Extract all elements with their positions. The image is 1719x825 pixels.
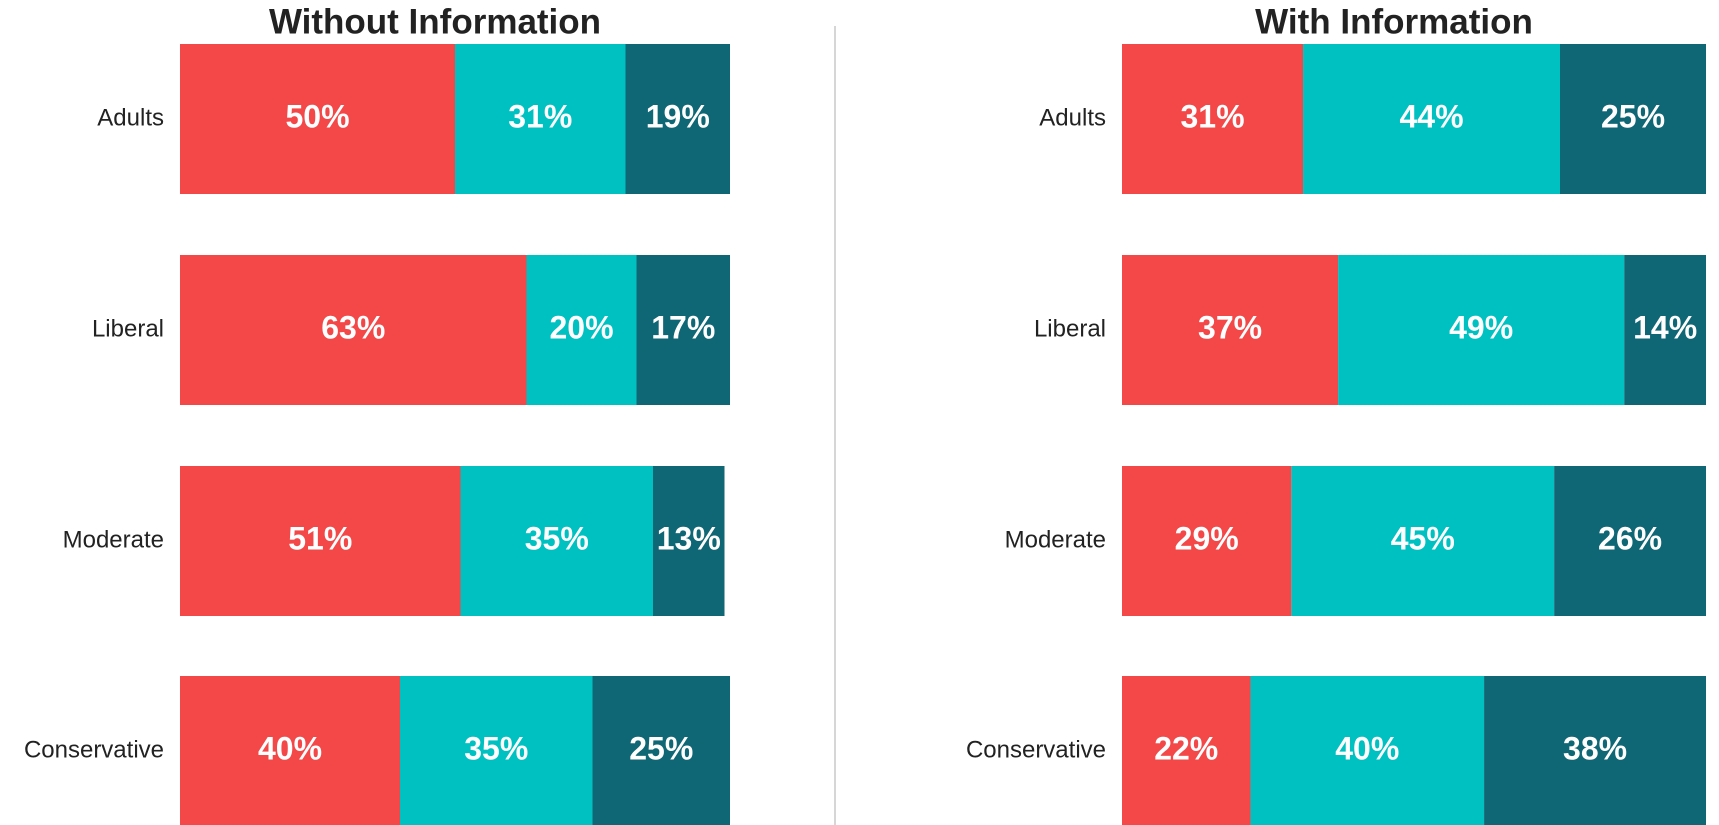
- bar-segment: [460, 466, 653, 616]
- bar-segment: [1303, 44, 1560, 194]
- value-label: 37%: [1198, 309, 1262, 345]
- value-label: 49%: [1449, 309, 1513, 345]
- value-label: 44%: [1399, 98, 1463, 134]
- bar-segment: [526, 255, 637, 405]
- bar-segment: [592, 676, 730, 825]
- bar-segment: [1122, 466, 1292, 616]
- value-label: 13%: [657, 520, 721, 556]
- chart-title: Without Information: [269, 2, 601, 41]
- value-label: 51%: [288, 520, 352, 556]
- bar-segment: [1122, 676, 1251, 825]
- value-label: 14%: [1633, 309, 1697, 345]
- bar-segment: [1624, 255, 1706, 405]
- value-label: 31%: [508, 98, 572, 134]
- bar-segment: [1484, 676, 1706, 825]
- value-label: 31%: [1180, 98, 1244, 134]
- value-label: 50%: [285, 98, 349, 134]
- value-label: 63%: [321, 309, 385, 345]
- value-label: 45%: [1391, 520, 1455, 556]
- value-label: 35%: [464, 730, 528, 766]
- category-label: Conservative: [24, 736, 164, 763]
- category-label: Liberal: [1034, 315, 1106, 342]
- category-label: Moderate: [63, 526, 164, 553]
- value-label: 22%: [1154, 730, 1218, 766]
- value-label: 19%: [646, 98, 710, 134]
- value-label: 25%: [1601, 98, 1665, 134]
- bar-segment: [1554, 466, 1706, 616]
- bar-segment: [180, 676, 400, 825]
- bar-segment: [1291, 466, 1555, 616]
- value-label: 40%: [258, 730, 322, 766]
- bar-segment: [180, 44, 455, 194]
- category-label: Adults: [1039, 104, 1106, 131]
- bar-segment: [455, 44, 626, 194]
- bar-segment: [180, 255, 527, 405]
- bar-segment: [653, 466, 725, 616]
- category-label: Adults: [97, 104, 164, 131]
- bar-segment: [1122, 255, 1339, 405]
- bar-segment: [1338, 255, 1625, 405]
- value-label: 26%: [1598, 520, 1662, 556]
- category-label: Conservative: [966, 736, 1106, 763]
- bar-segment: [1560, 44, 1706, 194]
- bar-segment: [1250, 676, 1485, 825]
- value-label: 29%: [1175, 520, 1239, 556]
- value-label: 20%: [549, 309, 613, 345]
- bar-segment: [1122, 44, 1304, 194]
- value-label: 40%: [1335, 730, 1399, 766]
- category-label: Liberal: [92, 315, 164, 342]
- bar-segment: [400, 676, 593, 825]
- value-label: 38%: [1563, 730, 1627, 766]
- category-label: Moderate: [1005, 526, 1106, 553]
- value-label: 35%: [525, 520, 589, 556]
- value-label: 25%: [629, 730, 693, 766]
- bar-segment: [180, 466, 461, 616]
- bar-segment: [625, 44, 730, 194]
- value-label: 17%: [651, 309, 715, 345]
- bar-segment: [636, 255, 730, 405]
- chart-title: With Information: [1255, 2, 1533, 41]
